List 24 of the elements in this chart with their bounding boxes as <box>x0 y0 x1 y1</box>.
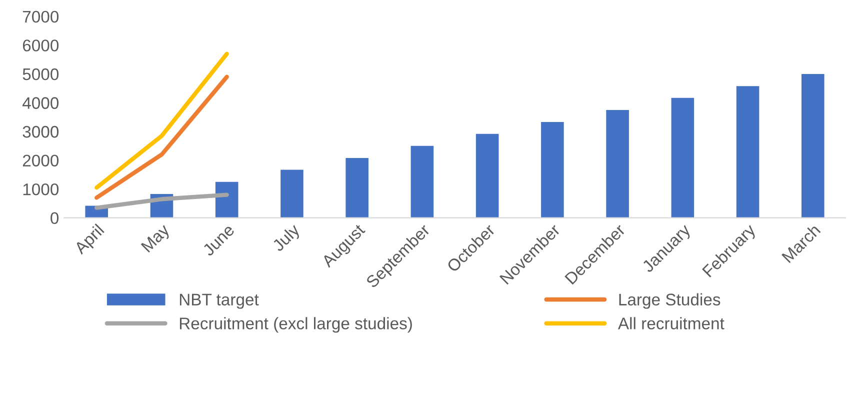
bar <box>346 158 368 218</box>
x-tick-label: July <box>271 222 303 254</box>
legend-label: Recruitment (excl large studies) <box>180 317 412 333</box>
x-tick-label: May <box>140 223 173 255</box>
legend-label: NBT target <box>180 294 259 309</box>
y-tick-label: 4000 <box>22 97 59 109</box>
y-tick-label: 3000 <box>22 126 59 138</box>
y-tick-label: 6000 <box>22 40 59 52</box>
y-tick-label: 7000 <box>22 10 59 23</box>
bar <box>215 182 238 218</box>
y-tick-label: 1000 <box>23 183 59 196</box>
bar <box>606 110 629 218</box>
bar <box>671 98 694 218</box>
bar <box>736 86 760 218</box>
bar <box>802 74 824 218</box>
legend-label: Large Studies <box>619 293 720 309</box>
bar <box>476 134 499 218</box>
bar <box>410 146 434 218</box>
y-tick-label: 2000 <box>22 154 59 166</box>
bar <box>280 170 304 218</box>
y-tick-label: 0 <box>50 212 59 224</box>
legend-label: All recruitment <box>618 317 724 330</box>
y-tick-label: 5000 <box>22 68 59 80</box>
bar <box>541 122 564 218</box>
